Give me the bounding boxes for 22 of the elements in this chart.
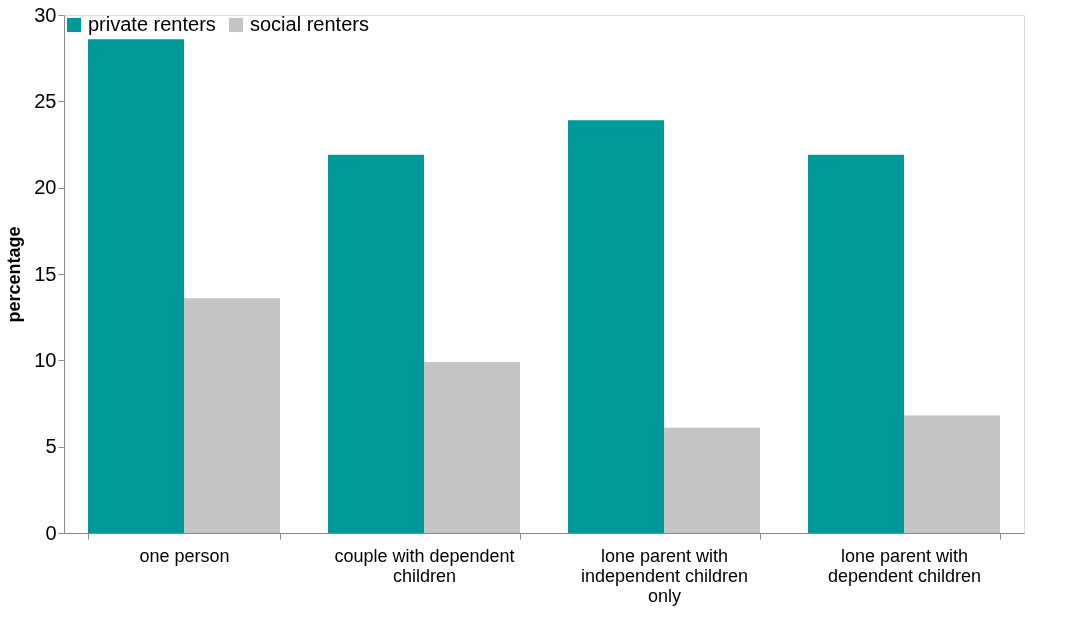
y-axis-title: percentage — [4, 226, 25, 323]
x-tick-label: lone parent with independent children only — [580, 545, 749, 606]
bar — [88, 39, 184, 533]
bar — [568, 120, 664, 533]
bar — [808, 154, 904, 533]
y-tick-label: 20 — [34, 176, 57, 199]
y-tick-label: 10 — [34, 348, 57, 371]
bar — [184, 298, 280, 533]
bar — [328, 154, 424, 533]
x-tick-label: couple with dependent children — [334, 545, 515, 586]
y-tick-label: 15 — [34, 262, 57, 285]
y-tick-label: 5 — [45, 435, 57, 458]
y-tick-label: 0 — [45, 521, 57, 544]
legend-label: social renters — [250, 13, 369, 35]
y-tick-label: 25 — [34, 89, 57, 112]
y-tick-label: 30 — [34, 3, 57, 26]
bar — [904, 415, 1000, 533]
x-tick-label: lone parent with dependent children — [827, 545, 982, 586]
x-tick-label: one person — [139, 545, 230, 566]
legend-label: private renters — [88, 13, 216, 35]
bar — [424, 362, 520, 533]
bar — [664, 427, 760, 533]
